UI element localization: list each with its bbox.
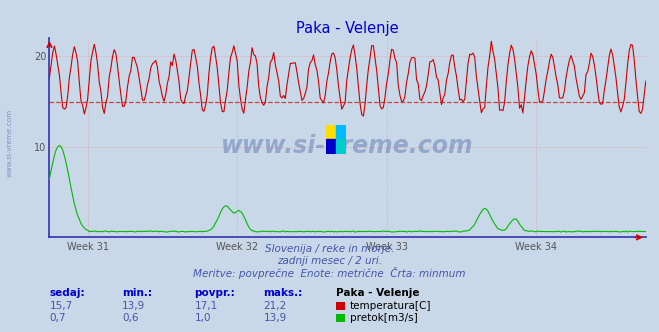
Text: zadnji mesec / 2 uri.: zadnji mesec / 2 uri. <box>277 256 382 266</box>
Text: Paka - Velenje: Paka - Velenje <box>336 288 420 298</box>
Bar <box>326 124 336 139</box>
Text: min.:: min.: <box>122 288 152 298</box>
Text: 15,7: 15,7 <box>49 301 72 311</box>
Text: 13,9: 13,9 <box>264 313 287 323</box>
Text: 0,6: 0,6 <box>122 313 138 323</box>
Text: www.si-vreme.com: www.si-vreme.com <box>7 109 13 177</box>
Text: sedaj:: sedaj: <box>49 288 85 298</box>
Text: 17,1: 17,1 <box>194 301 217 311</box>
Bar <box>336 124 346 139</box>
Text: 21,2: 21,2 <box>264 301 287 311</box>
Text: povpr.:: povpr.: <box>194 288 235 298</box>
Bar <box>326 139 336 154</box>
Title: Paka - Velenje: Paka - Velenje <box>297 21 399 36</box>
Text: www.si-vreme.com: www.si-vreme.com <box>221 134 474 158</box>
Text: 13,9: 13,9 <box>122 301 145 311</box>
Text: Slovenija / reke in morje.: Slovenija / reke in morje. <box>265 244 394 254</box>
Text: 1,0: 1,0 <box>194 313 211 323</box>
Text: 0,7: 0,7 <box>49 313 66 323</box>
Text: pretok[m3/s]: pretok[m3/s] <box>350 313 418 323</box>
Text: maks.:: maks.: <box>264 288 303 298</box>
Bar <box>336 139 346 154</box>
Text: temperatura[C]: temperatura[C] <box>350 301 432 311</box>
Text: Meritve: povprečne  Enote: metrične  Črta: minmum: Meritve: povprečne Enote: metrične Črta:… <box>193 267 466 279</box>
